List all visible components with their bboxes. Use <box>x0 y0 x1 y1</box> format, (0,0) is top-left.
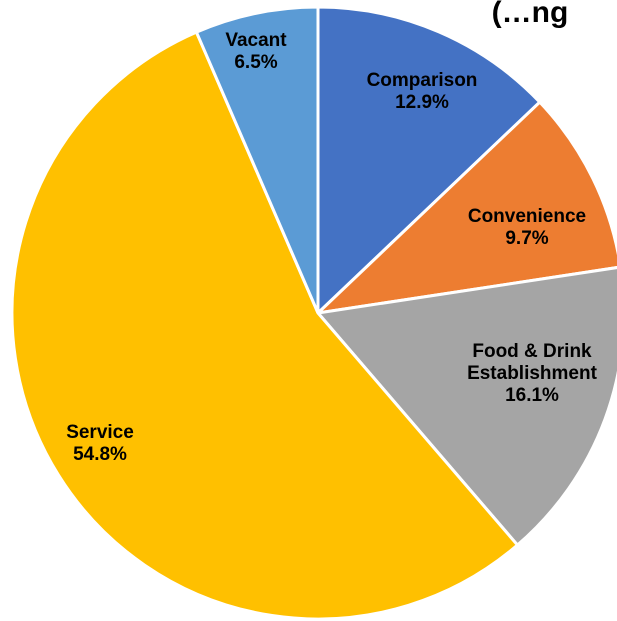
pie-slice-comparison <box>316 5 542 317</box>
data-label: Food & Drink Establishment 16.1% <box>467 341 598 406</box>
slice-value-label: 54.8% <box>73 444 127 465</box>
slice-value-label: 12.9% <box>395 92 449 113</box>
data-label: Convenience 9.7% <box>468 206 586 249</box>
slice-value-label: 6.5% <box>234 52 277 73</box>
slice-label: Service <box>66 422 134 443</box>
slice-label: Food & Drink <box>472 341 592 362</box>
chart-title-fragment: (…ng <box>492 0 569 29</box>
pie-slice-service <box>10 30 520 621</box>
pie-slices <box>10 5 617 621</box>
slice-label: Convenience <box>468 206 586 227</box>
pie-slice-food-drink-establishment <box>315 266 617 548</box>
data-label: Service 54.8% <box>66 422 134 465</box>
slice-value-label: 9.7% <box>505 228 548 249</box>
data-label: Comparison 12.9% <box>367 70 478 113</box>
slice-label: Establishment <box>467 363 598 384</box>
slice-label: Vacant <box>225 30 287 51</box>
slice-label: Comparison <box>367 70 478 91</box>
slice-value-label: 16.1% <box>505 385 559 406</box>
pie-slice-convenience <box>313 100 617 316</box>
pie-labels: Comparison 12.9% Convenience 9.7% Food & Dri… <box>66 30 597 465</box>
data-label: Vacant 6.5% <box>225 30 287 73</box>
pie-slice-vacant <box>194 5 320 314</box>
